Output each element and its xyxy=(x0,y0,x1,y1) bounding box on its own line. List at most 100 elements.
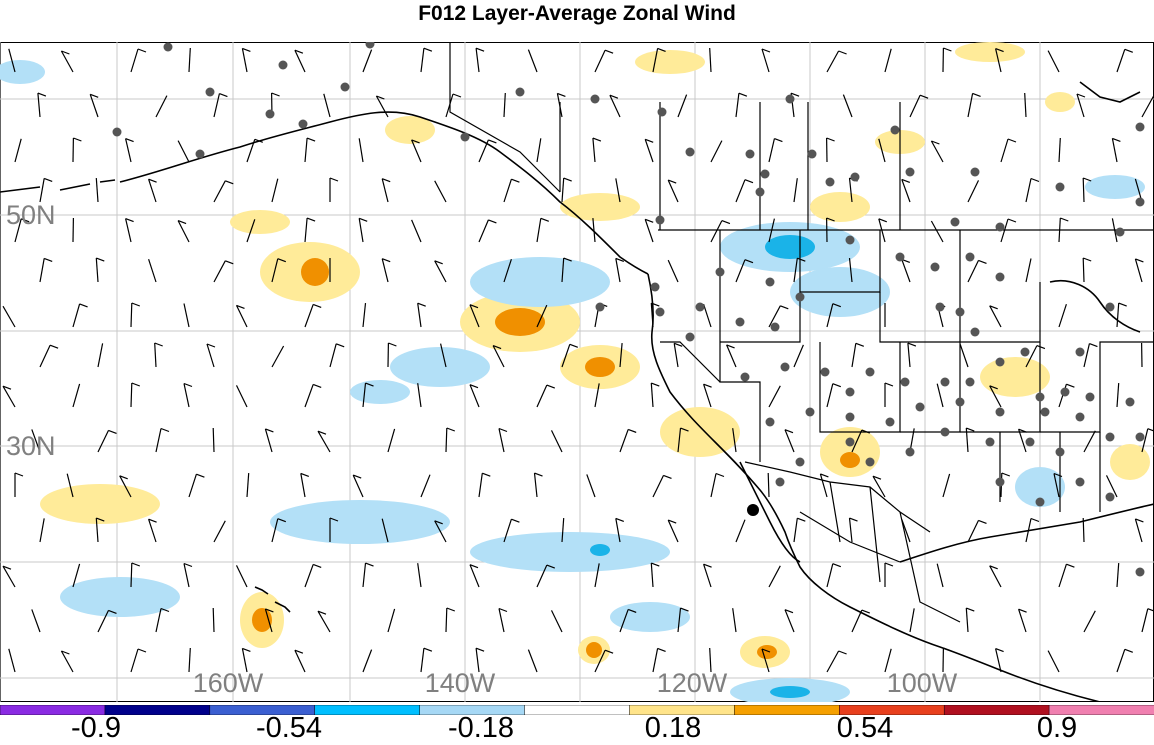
station-dot xyxy=(1136,568,1145,577)
shading-blob xyxy=(770,686,810,698)
station-dot xyxy=(1036,498,1045,507)
lon-label-140w: 140W xyxy=(425,668,496,699)
station-dot xyxy=(936,303,945,312)
station-dot xyxy=(1076,413,1085,422)
wind-barb xyxy=(446,608,447,632)
station-dot xyxy=(956,308,965,317)
colorbar-label-0-9: 0.9 xyxy=(1037,712,1077,745)
station-dot xyxy=(916,403,925,412)
lon-label-160w: 160W xyxy=(193,668,264,699)
station-dot xyxy=(1106,433,1115,442)
shading-blob xyxy=(560,193,640,221)
wind-barb xyxy=(131,563,132,587)
lat-label-50n: 50N xyxy=(6,200,56,231)
station-dot xyxy=(971,168,980,177)
wind-barb xyxy=(213,608,214,632)
colorbar-label-neg-0-54: -0.54 xyxy=(256,712,322,745)
station-dot xyxy=(1056,183,1065,192)
station-dot xyxy=(786,95,795,104)
station-dot xyxy=(866,458,875,467)
colorbar xyxy=(0,705,1154,715)
station-dot xyxy=(1136,198,1145,207)
shading-blob xyxy=(495,308,545,336)
station-dot xyxy=(516,88,525,97)
station-dot xyxy=(996,408,1005,417)
shading-blob xyxy=(590,544,610,556)
wind-barb xyxy=(1083,258,1084,282)
shading-blob xyxy=(757,645,777,659)
colorbar-label-neg-0-18: -0.18 xyxy=(448,712,514,745)
station-dot xyxy=(781,363,790,372)
station-dot xyxy=(808,150,817,159)
station-dot xyxy=(971,328,980,337)
colorbar-swatch xyxy=(734,705,839,715)
lat-label-30n: 30N xyxy=(6,431,56,462)
station-dot xyxy=(966,378,975,387)
station-dot xyxy=(341,83,350,92)
lon-label-120w: 120W xyxy=(657,668,728,699)
station-dot xyxy=(1036,393,1045,402)
station-dot xyxy=(1026,438,1035,447)
wind-barb xyxy=(1083,518,1084,542)
shading-blob xyxy=(585,357,615,377)
wind-barb xyxy=(213,428,214,452)
station-dot xyxy=(996,273,1005,282)
station-dot xyxy=(1061,388,1070,397)
station-dot xyxy=(821,368,830,377)
station-dot xyxy=(806,408,815,417)
shading-blob xyxy=(1110,444,1150,480)
shading-blob xyxy=(40,484,160,524)
station-dot xyxy=(1056,448,1065,457)
station-dot xyxy=(1136,433,1145,442)
station-dot xyxy=(206,88,215,97)
wind-barb xyxy=(446,428,447,452)
station-dot xyxy=(596,303,605,312)
station-dot xyxy=(951,218,960,227)
station-dot xyxy=(956,398,965,407)
shading-blob xyxy=(470,257,610,307)
shading-blob xyxy=(1045,92,1075,112)
station-dot xyxy=(696,303,705,312)
map-panel xyxy=(0,42,1154,702)
colorbar-label-0-54: 0.54 xyxy=(837,712,893,745)
station-dot xyxy=(656,308,665,317)
station-dot xyxy=(736,318,745,327)
station-dot xyxy=(766,418,775,427)
station-dot xyxy=(776,478,785,487)
station-dot xyxy=(1136,123,1145,132)
station-dot xyxy=(1076,478,1085,487)
station-dot xyxy=(996,478,1005,487)
shading-blob xyxy=(635,50,705,74)
station-dot xyxy=(686,333,695,342)
shading-blob xyxy=(1085,175,1145,199)
station-dot xyxy=(996,223,1005,232)
station-dot xyxy=(1041,408,1050,417)
station-dot xyxy=(164,43,173,52)
shading-blob xyxy=(350,380,410,404)
station-dot xyxy=(741,373,750,382)
station-dot xyxy=(279,61,288,70)
station-dot xyxy=(658,108,667,117)
station-dot xyxy=(846,438,855,447)
station-dot xyxy=(716,268,725,277)
station-dot xyxy=(986,438,995,447)
station-dot xyxy=(846,236,855,245)
shading-blob xyxy=(390,347,490,387)
shading-blob xyxy=(60,577,180,617)
lon-label-100w: 100W xyxy=(887,668,958,699)
wind-barb xyxy=(131,303,132,327)
station-dot xyxy=(866,368,875,377)
wind-barb xyxy=(131,383,132,407)
shading-blob xyxy=(810,192,870,222)
shading-blob xyxy=(660,407,740,457)
station-dot xyxy=(901,378,910,387)
wind-barb xyxy=(1083,178,1084,202)
shading-blob xyxy=(586,642,602,658)
station-dot xyxy=(761,170,770,179)
station-dot xyxy=(1116,228,1125,237)
station-dot xyxy=(796,293,805,302)
station-dot xyxy=(656,216,665,225)
shading-blob xyxy=(470,532,670,572)
station-dot xyxy=(846,413,855,422)
shading-blob xyxy=(270,500,450,544)
